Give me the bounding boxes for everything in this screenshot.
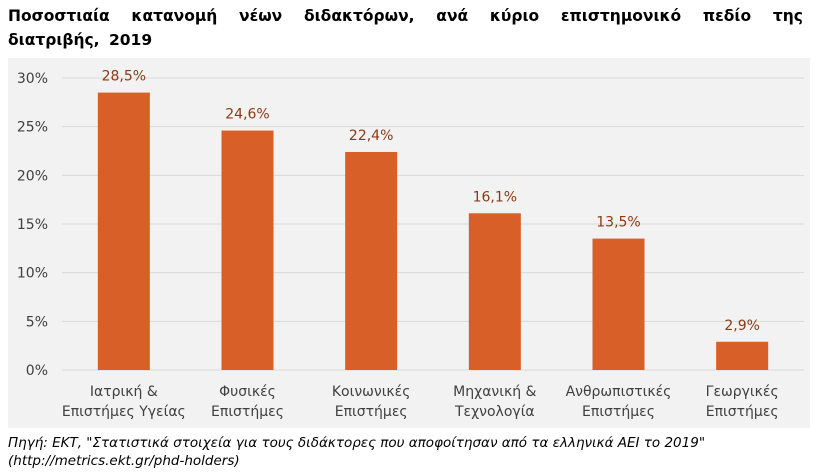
x-tick-label: Ιατρική & — [90, 384, 158, 400]
x-tick-label: Επιστήμες — [335, 404, 408, 420]
y-tick-label: 10% — [17, 266, 48, 282]
bar — [468, 213, 521, 370]
source-note: Πηγή: ΕΚΤ, "Στατιστικά στοιχεία για τους… — [8, 434, 813, 470]
data-label: 24,6% — [225, 107, 269, 123]
data-label: 13,5% — [596, 215, 640, 231]
x-tick-label: Φυσικές — [219, 384, 276, 400]
bar — [221, 130, 274, 370]
bar — [97, 92, 150, 370]
x-tick-label: Τεχνολογία — [454, 404, 535, 420]
chart-area: 0% 5% 10% 15% 20% 25% 30% 28,5% Ιατρική & Επιστήμ… — [8, 58, 810, 428]
bar-chart: 0% 5% 10% 15% 20% 25% 30% 28,5% Ιατρική & Επιστήμ… — [17, 69, 804, 420]
x-tick-label: Επιστήμες Υγείας — [62, 404, 186, 420]
data-label: 16,1% — [473, 189, 517, 205]
y-tick-label: 20% — [17, 168, 48, 184]
y-tick-label: 5% — [26, 314, 48, 330]
y-tick-label: 15% — [17, 217, 48, 233]
x-tick-label: Επιστήμες — [211, 404, 284, 420]
source-url: (http://metrics.ekt.gr/phd-holders) — [8, 453, 240, 469]
bar — [345, 151, 398, 370]
x-tick-label: Γεωργικές — [706, 384, 779, 400]
x-tick-label: Επιστήμες — [582, 404, 655, 420]
data-label: 28,5% — [102, 69, 146, 85]
data-label: 2,9% — [724, 318, 760, 334]
bar — [592, 238, 645, 370]
x-tick-label: Ανθρωπιστικές — [566, 384, 672, 400]
y-tick-label: 0% — [26, 363, 48, 379]
data-label: 22,4% — [349, 128, 393, 144]
x-tick-label: Επιστήμες — [706, 404, 779, 420]
y-tick-label: 30% — [17, 71, 48, 87]
chart-title: Ποσοστιαία κατανομή νέων διδακτόρων, ανά… — [8, 7, 803, 49]
x-tick-label: Κοινωνικές — [332, 384, 411, 400]
bar — [716, 341, 769, 370]
source-line-1: Πηγή: ΕΚΤ, "Στατιστικά στοιχεία για τους… — [8, 435, 706, 451]
x-tick-label: Μηχανική & — [453, 384, 536, 400]
y-tick-label: 25% — [17, 120, 48, 136]
